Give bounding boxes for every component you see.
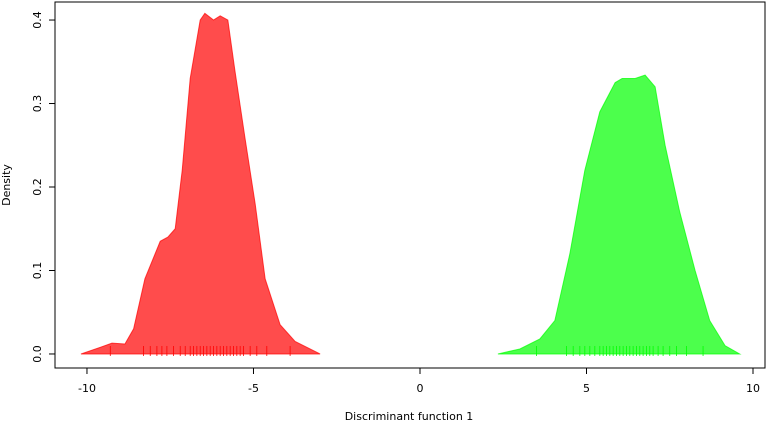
- plot-box: [54, 1, 766, 369]
- x-tick-label: -10: [78, 382, 96, 395]
- x-axis-label: Discriminant function 1: [345, 410, 474, 423]
- y-tick-label: 0.2: [31, 178, 44, 196]
- x-tick-label: 10: [746, 382, 760, 395]
- x-tick-label: 0: [416, 382, 423, 395]
- y-tick-label: 0.1: [31, 262, 44, 280]
- y-tick-label: 0.4: [31, 11, 44, 29]
- y-axis-label: Density: [0, 164, 13, 206]
- density-area: [80, 12, 321, 355]
- y-tick-label: 0.3: [31, 95, 44, 113]
- x-tick-label: -5: [248, 382, 259, 395]
- y-tick-label: 0.0: [31, 345, 44, 363]
- density-area: [497, 74, 742, 355]
- x-tick-label: 5: [583, 382, 590, 395]
